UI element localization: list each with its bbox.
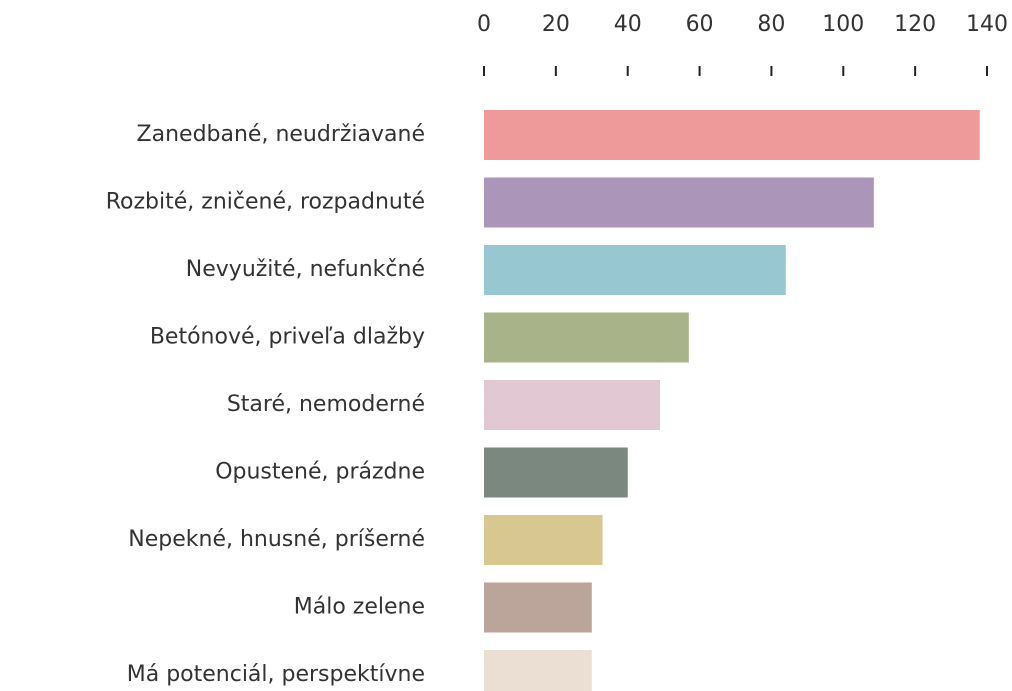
y-tick-label: Betónové, priveľa dlažby [150,325,425,350]
bar [484,177,874,228]
y-tick-label: Málo zelene [294,595,425,620]
bar [484,515,603,565]
x-tick-label: 20 [542,12,570,37]
bar [484,312,689,363]
x-tick-label: 80 [757,12,785,37]
y-tick-label: Zanedbané, neudržiavané [137,122,425,147]
x-tick-label: 100 [822,12,864,37]
bar [484,447,628,498]
x-tick-label: 0 [477,12,491,37]
x-tick-label: 40 [614,12,642,37]
y-tick-label: Opustené, prázdne [215,460,425,485]
bar [484,110,980,160]
bar [484,380,661,430]
x-tick-label: 140 [966,12,1008,37]
x-tick-label: 120 [894,12,936,37]
y-tick-label: Staré, nemoderné [227,392,425,417]
bar [484,245,786,295]
y-tick-label: Má potenciál, perspektívne [127,662,425,687]
bar [484,582,592,633]
x-tick-label: 60 [686,12,714,37]
y-tick-label: Nepekné, hnusné, príšerné [128,527,425,552]
bar [484,650,592,691]
y-tick-label: Nevyužité, nefunkčné [186,257,425,282]
y-tick-label: Rozbité, zničené, rozpadnuté [106,190,425,215]
